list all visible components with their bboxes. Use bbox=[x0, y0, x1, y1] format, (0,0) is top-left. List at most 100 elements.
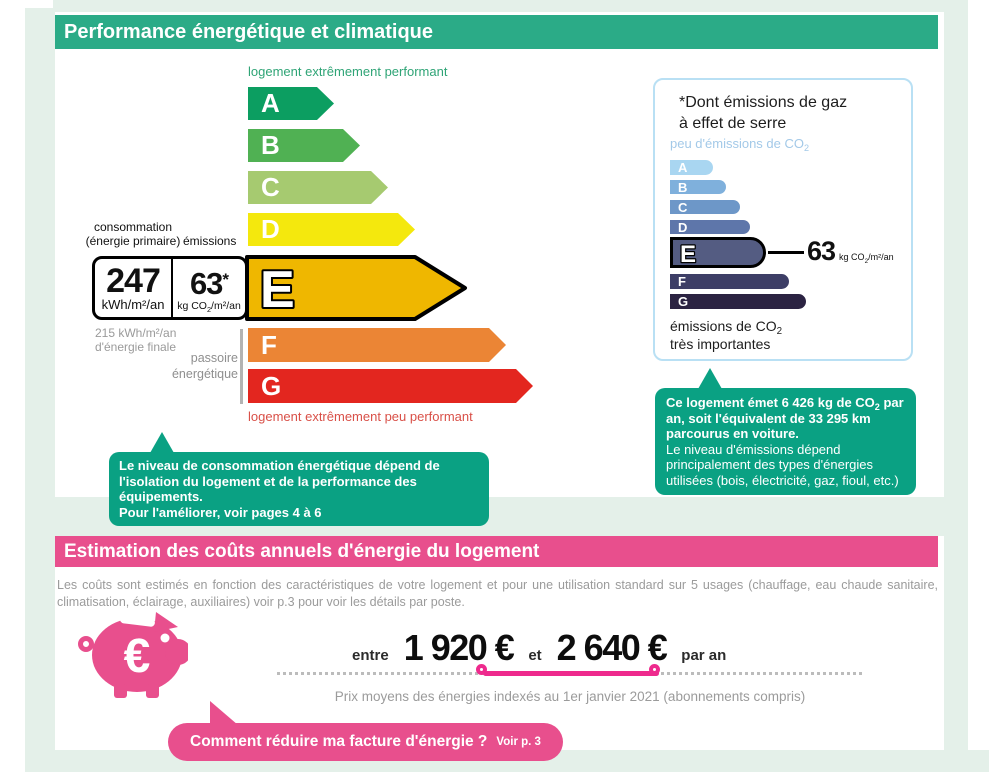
emissions-unit-pre: kg CO bbox=[177, 300, 207, 312]
co2-bubble-pointer bbox=[698, 368, 722, 389]
cost-section-description: Les coûts sont estimés en fonction des c… bbox=[57, 578, 938, 609]
co2-current-grade-letter-svg: E bbox=[679, 239, 698, 267]
co2-value: 63 kg CO2/m²/an bbox=[807, 236, 894, 267]
slider-handle-max bbox=[649, 664, 660, 675]
emissions-value-cell: 63* kg CO2/m²/an bbox=[173, 259, 245, 317]
grade-letter: D bbox=[678, 219, 688, 235]
co2-grade-bar-e-current: E bbox=[670, 237, 766, 268]
co2-current-grade-letter: E bbox=[680, 241, 696, 267]
consumption-bubble-pointer bbox=[150, 432, 174, 453]
grade-letter: F bbox=[678, 274, 686, 289]
consumption-unit: kWh/m²/an bbox=[101, 296, 165, 312]
asterisk-mark: * bbox=[222, 270, 229, 289]
scale-top-label: logement extrêmement performant bbox=[248, 64, 448, 79]
price-index-note: Prix moyens des énergies indexés au 1er … bbox=[334, 689, 806, 704]
consumption-header-line1: consommation bbox=[93, 220, 173, 234]
co2-high-caption-text: émissions de CO bbox=[670, 318, 777, 334]
slider-handle-min bbox=[476, 664, 487, 675]
co2-panel-title: *Dont émissions de gaz à effet de serre bbox=[679, 92, 847, 134]
consumption-value-cell: 247 kWh/m²/an bbox=[95, 259, 173, 317]
consumption-header: consommation (énergie primaire) bbox=[84, 220, 182, 248]
emissions-value: 63 bbox=[189, 266, 223, 301]
final-energy-line1: 215 kWh/m²/an bbox=[95, 326, 177, 340]
sieve-bracket-line bbox=[240, 329, 243, 404]
co2-bubble-bold-sub: 2 bbox=[874, 402, 880, 412]
energy-section-title: Performance énergétique et climatique bbox=[55, 15, 938, 49]
co2-title-line2: à effet de serre bbox=[679, 115, 787, 132]
grade-letter: G bbox=[261, 370, 282, 401]
cost-range-slider bbox=[277, 664, 862, 684]
emissions-unit-sub: 2 bbox=[206, 305, 212, 314]
frame-stripe-top bbox=[53, 0, 946, 12]
grade-letter: D bbox=[261, 214, 280, 244]
grade-letter: A bbox=[261, 88, 280, 118]
cta-bubble-pointer bbox=[210, 701, 238, 725]
energy-grade-bar-g: G bbox=[248, 369, 533, 403]
co2-grade-bar-b: B bbox=[670, 179, 726, 195]
cta-question: Comment réduire ma facture d'énergie ? bbox=[190, 733, 488, 750]
grade-letter: B bbox=[261, 130, 280, 160]
scale-bottom-label: logement extrêmement peu performant bbox=[248, 409, 473, 424]
energy-grade-bar-a: A bbox=[248, 87, 334, 120]
co2-high-caption: émissions de CO2 très importantes bbox=[670, 317, 782, 353]
co2-bubble-normal-text: Le niveau d'émissions dépend principalem… bbox=[666, 441, 899, 488]
grade-letter: C bbox=[261, 172, 280, 202]
co2-value-unit: kg CO2/m²/an bbox=[839, 252, 894, 265]
sieve-line1: passoire bbox=[190, 351, 238, 365]
grade-letter: G bbox=[678, 294, 689, 309]
co2-grade-bar-g: G bbox=[670, 294, 806, 309]
range-conjunction: et bbox=[528, 647, 542, 664]
co2-info-bubble: Ce logement émet 6 426 kg de CO2 par an,… bbox=[655, 388, 916, 495]
co2-unit-sub: 2 bbox=[864, 258, 869, 265]
piggy-bank-euro-icon: € bbox=[78, 612, 188, 698]
consumption-value: 247 bbox=[106, 261, 161, 300]
emissions-value-line: 63* bbox=[189, 264, 229, 301]
co2-bubble-bold-post: par an, soit l'équivalent de 33 295 km p… bbox=[666, 395, 904, 441]
emissions-unit: kg CO2/m²/an bbox=[177, 300, 241, 314]
current-grade-letter: E bbox=[260, 261, 295, 319]
range-min-amount: 1 920 € bbox=[403, 627, 515, 668]
co2-low-caption: peu d'émissions de CO2 bbox=[670, 136, 810, 153]
range-suffix: par an bbox=[681, 647, 727, 664]
co2-value-number: 63 bbox=[807, 236, 836, 266]
co2-unit-pre: kg CO bbox=[839, 252, 865, 262]
final-energy-line2: d'énergie finale bbox=[95, 340, 177, 354]
sieve-line2: énergétique bbox=[171, 367, 238, 381]
co2-low-caption-sub: 2 bbox=[804, 143, 810, 153]
frame-stripe-left bbox=[25, 8, 55, 750]
reduce-bill-cta[interactable]: Comment réduire ma facture d'énergie ? V… bbox=[168, 723, 563, 761]
grade-letter: C bbox=[678, 199, 688, 215]
co2-title-line1: *Dont émissions de gaz bbox=[679, 94, 848, 111]
co2-value-connector-line bbox=[768, 251, 804, 254]
co2-low-caption-text: peu d'émissions de CO bbox=[670, 136, 804, 151]
co2-high-caption-sub: 2 bbox=[776, 326, 783, 337]
co2-unit-post: /m²/an bbox=[868, 252, 894, 262]
energy-grade-bar-f: F bbox=[248, 328, 506, 362]
energy-grade-bar-b: B bbox=[248, 129, 360, 162]
cost-range-row: entre 1 920 € et 2 640 € par an bbox=[352, 627, 726, 669]
slider-selected-range bbox=[483, 671, 659, 676]
range-prefix: entre bbox=[352, 647, 389, 664]
emissions-unit-post: /m²/an bbox=[211, 300, 241, 312]
grade-letter: B bbox=[678, 179, 688, 195]
euro-symbol: € bbox=[124, 630, 151, 683]
co2-grade-bar-f: F bbox=[670, 274, 789, 289]
co2-emissions-panel: *Dont émissions de gaz à effet de serre … bbox=[653, 78, 913, 361]
co2-high-caption-line2: très importantes bbox=[670, 336, 771, 352]
grade-letter: F bbox=[261, 329, 277, 360]
consumption-info-bubble: Le niveau de consommation énergétique dé… bbox=[109, 452, 489, 526]
consumption-header-line2: (énergie primaire) bbox=[85, 233, 181, 248]
energy-grade-bar-d: D bbox=[248, 213, 415, 246]
energy-value-box: 247 kWh/m²/an 63* kg CO2/m²/an bbox=[92, 256, 248, 320]
co2-grade-bar-d: D bbox=[670, 219, 750, 235]
energy-sieve-label: passoire énergétique bbox=[150, 350, 238, 382]
co2-bubble-bold-pre: Ce logement émet 6 426 kg de CO bbox=[666, 395, 875, 410]
range-max-amount: 2 640 € bbox=[556, 627, 668, 668]
consumption-bubble-line1: Le niveau de consommation énergétique dé… bbox=[119, 458, 440, 504]
co2-grade-bar-c: C bbox=[670, 199, 740, 215]
energy-grade-bar-e-current: E bbox=[245, 255, 467, 321]
grade-letter: A bbox=[678, 160, 688, 175]
frame-stripe-right bbox=[944, 0, 968, 750]
final-energy-note: 215 kWh/m²/an d'énergie finale bbox=[95, 326, 176, 354]
